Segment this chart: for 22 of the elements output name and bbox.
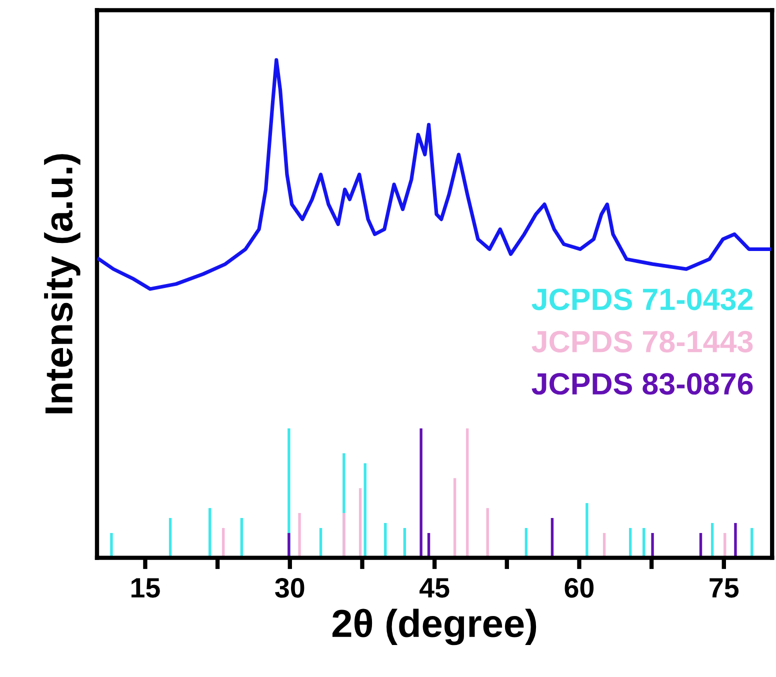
- x-axis-title: 2θ (degree): [332, 608, 536, 646]
- x-tick-label: 75: [710, 578, 739, 598]
- bar: [110, 532, 113, 558]
- x-tick-label: 15: [132, 578, 160, 598]
- bar: [586, 503, 588, 558]
- bar: [358, 488, 362, 558]
- x-tick-label: 60: [564, 578, 594, 598]
- bar: [453, 478, 456, 558]
- bar: [651, 532, 654, 558]
- bar: [298, 513, 301, 558]
- y-axis-title: Intensity (a.u.): [44, 154, 80, 414]
- text: JCPDS 83-0876: [532, 373, 753, 395]
- bar: [734, 522, 737, 558]
- text: JCPDS 71-0432: [532, 288, 753, 310]
- text: JCPDS 78-1443: [532, 330, 753, 352]
- bar: [364, 463, 366, 558]
- x-tick-label: 45: [420, 578, 450, 598]
- bar: [466, 428, 469, 558]
- x-tick-label: 30: [275, 578, 304, 598]
- bar: [342, 513, 346, 558]
- bar: [288, 532, 290, 558]
- bar: [420, 428, 422, 558]
